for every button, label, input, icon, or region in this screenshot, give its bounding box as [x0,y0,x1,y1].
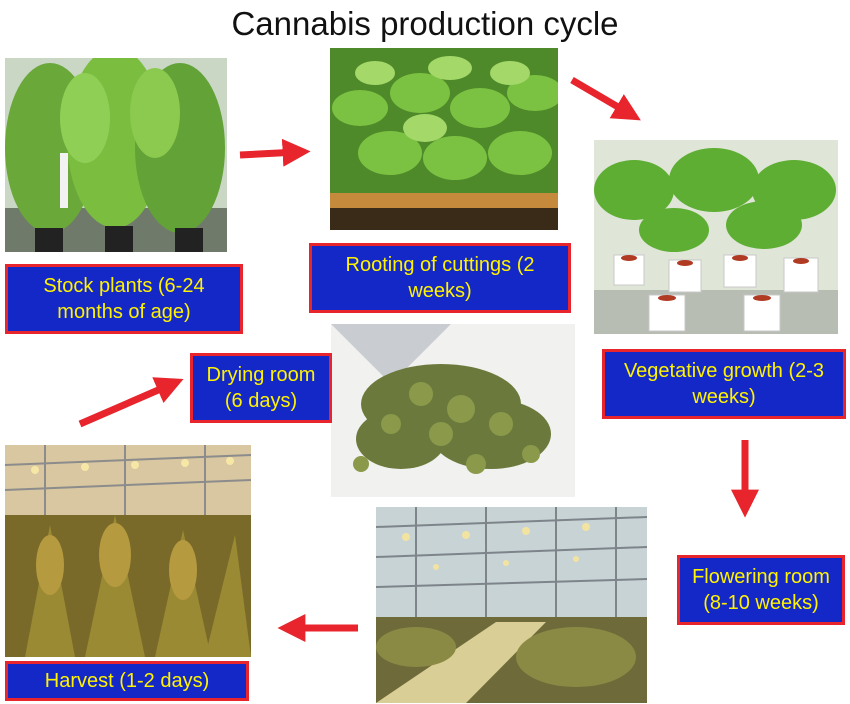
harvest-photo [5,445,251,657]
stage-box-stock-plants: Stock plants (6-24 months of age) [5,264,243,334]
stage-box-flowering: Flowering room (8-10 weeks) [677,555,845,625]
diagram-title: Cannabis production cycle [231,5,619,42]
arrow-rooting-to-vegetative [570,76,641,121]
stage-box-drying: Drying room (6 days) [190,353,332,423]
stage-box-rooting: Rooting of cuttings (2 weeks) [309,243,571,313]
stage-box-harvest: Harvest (1-2 days) [5,661,249,701]
rooting-cuttings-photo [330,48,558,230]
stage-box-vegetative: Vegetative growth (2-3 weeks) [602,349,846,419]
arrow-harvest-to-drying [78,377,184,428]
flowering-room-photo [376,507,647,703]
vegetative-growth-photo [594,140,838,334]
drying-buds-photo [331,324,575,497]
arrow-stock-to-rooting [239,138,311,167]
stock-plants-photo [5,58,227,252]
